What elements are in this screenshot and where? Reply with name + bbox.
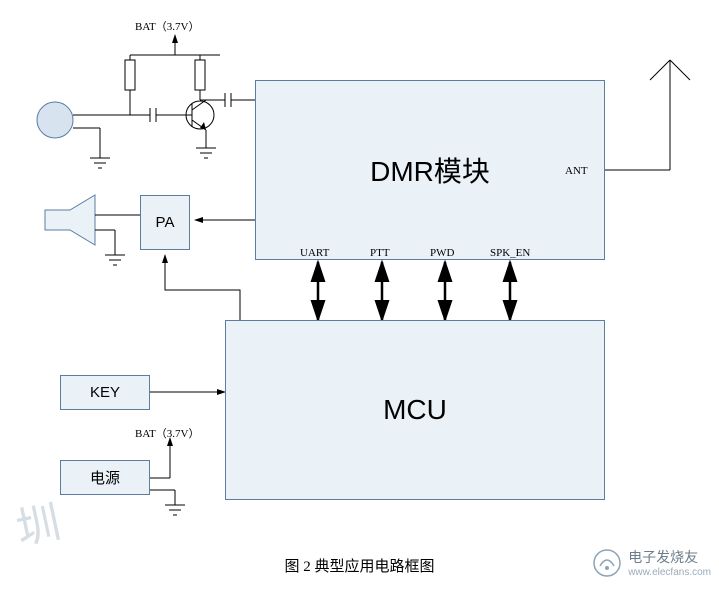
watermark-url: www.elecfans.com (628, 567, 711, 578)
ptt-label: PTT (370, 247, 390, 259)
dmr-block: DMR模块 (255, 80, 605, 260)
speaker-icon (45, 195, 95, 245)
ant-label: ANT (565, 165, 588, 177)
power-label: 电源 (90, 467, 120, 488)
key-label: KEY (90, 384, 120, 401)
diagram-stage: 圳 DMR模块 MCU PA KEY 电源 BAT（3.7V） BAT（3.7V… (0, 0, 719, 608)
pa-block: PA (140, 195, 190, 250)
bg-watermark: 圳 (12, 498, 65, 555)
site-watermark: 电子发烧友 www.elecfans.com (592, 547, 711, 578)
mic-icon (37, 102, 73, 138)
dmr-label: DMR模块 (370, 150, 490, 190)
pa-label: PA (156, 214, 175, 231)
pwd-label: PWD (430, 247, 454, 259)
mcu-block: MCU (225, 320, 605, 500)
uart-label: UART (300, 247, 329, 259)
power-block: 电源 (60, 460, 150, 495)
mcu-label: MCU (383, 394, 447, 426)
bat-low-label: BAT（3.7V） (135, 425, 199, 441)
bat-top-label: BAT（3.7V） (135, 18, 199, 34)
logo-icon (592, 548, 622, 578)
watermark-text: 电子发烧友 (628, 547, 711, 567)
spken-label: SPK_EN (490, 247, 530, 259)
key-block: KEY (60, 375, 150, 410)
